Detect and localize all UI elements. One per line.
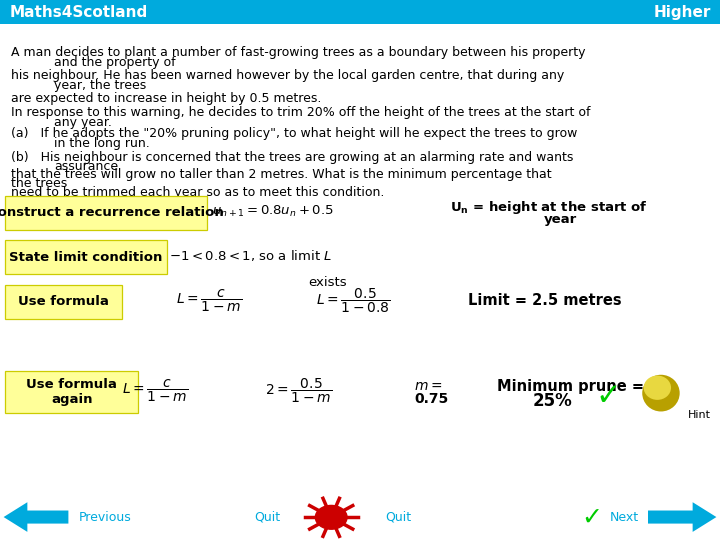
Text: Hint: Hint <box>688 410 711 420</box>
Text: Maths4Scotland: Maths4Scotland <box>9 5 148 19</box>
Text: 25%: 25% <box>533 392 572 410</box>
FancyBboxPatch shape <box>0 0 720 24</box>
Text: Quit: Quit <box>255 511 281 524</box>
Text: $-1 < 0.8 < 1$, so a limit $L$: $-1 < 0.8 < 1$, so a limit $L$ <box>169 248 333 264</box>
Text: year, the trees: year, the trees <box>54 79 146 92</box>
Text: his neighbour. He has been warned however by the local garden centre, that durin: his neighbour. He has been warned howeve… <box>11 69 564 82</box>
Text: that the trees will grow no taller than 2 metres. What is the minimum percentage: that the trees will grow no taller than … <box>11 168 552 181</box>
Text: $L = \dfrac{c}{1-m}$: $L = \dfrac{c}{1-m}$ <box>176 288 242 314</box>
Text: assurance: assurance <box>54 160 118 173</box>
Polygon shape <box>648 502 716 532</box>
Text: year: year <box>544 213 577 226</box>
Text: $2 = \dfrac{0.5}{1-m}$: $2 = \dfrac{0.5}{1-m}$ <box>265 377 333 405</box>
Text: ✓: ✓ <box>595 382 621 411</box>
FancyBboxPatch shape <box>5 196 207 229</box>
Text: $m =$: $m =$ <box>414 379 442 393</box>
Text: any year.: any year. <box>54 116 112 129</box>
Text: in the long run.: in the long run. <box>54 137 150 150</box>
Ellipse shape <box>644 375 671 400</box>
Text: $\mathbf{U_n}$ = height at the start of: $\mathbf{U_n}$ = height at the start of <box>450 199 648 217</box>
Text: need to be trimmed each year so as to meet this condition.: need to be trimmed each year so as to me… <box>11 186 384 199</box>
Text: Limit = 2.5 metres: Limit = 2.5 metres <box>468 293 621 308</box>
Text: $u_{n+1} = 0.8u_n + 0.5$: $u_{n+1} = 0.8u_n + 0.5$ <box>212 204 334 219</box>
Text: and the property of: and the property of <box>54 56 176 69</box>
Polygon shape <box>4 502 68 532</box>
Text: A man decides to plant a number of fast-growing trees as a boundary between his : A man decides to plant a number of fast-… <box>11 46 585 59</box>
Text: (b)   His neighbour is concerned that the trees are growing at an alarming rate : (b) His neighbour is concerned that the … <box>11 151 573 164</box>
Circle shape <box>315 505 347 529</box>
Ellipse shape <box>642 375 680 411</box>
Text: In response to this warning, he decides to trim 20% off the height of the trees : In response to this warning, he decides … <box>11 106 590 119</box>
Text: Previous: Previous <box>79 511 132 524</box>
Text: State limit condition: State limit condition <box>9 251 163 264</box>
Text: Use formula
again: Use formula again <box>26 378 117 406</box>
Text: are expected to increase in height by 0.5 metres.: are expected to increase in height by 0.… <box>11 92 321 105</box>
Text: exists: exists <box>308 276 347 289</box>
Text: Higher: Higher <box>653 5 711 19</box>
Text: $L = \dfrac{0.5}{1-0.8}$: $L = \dfrac{0.5}{1-0.8}$ <box>315 287 390 315</box>
Text: ✓: ✓ <box>581 505 603 529</box>
Text: 0.75: 0.75 <box>414 392 449 406</box>
FancyBboxPatch shape <box>5 371 138 413</box>
Text: the trees: the trees <box>11 177 67 190</box>
Text: Quit: Quit <box>385 511 411 524</box>
Text: Construct a recurrence relation: Construct a recurrence relation <box>0 206 224 219</box>
Text: Minimum prune =: Minimum prune = <box>497 379 644 394</box>
FancyBboxPatch shape <box>5 240 167 274</box>
FancyBboxPatch shape <box>5 285 122 319</box>
Text: (a)   If he adopts the "20% pruning policy", to what height will he expect the t: (a) If he adopts the "20% pruning policy… <box>11 127 577 140</box>
Text: $L = \dfrac{c}{1-m}$: $L = \dfrac{c}{1-m}$ <box>122 378 188 404</box>
Text: Next: Next <box>611 511 639 524</box>
Text: Use formula: Use formula <box>18 295 109 308</box>
